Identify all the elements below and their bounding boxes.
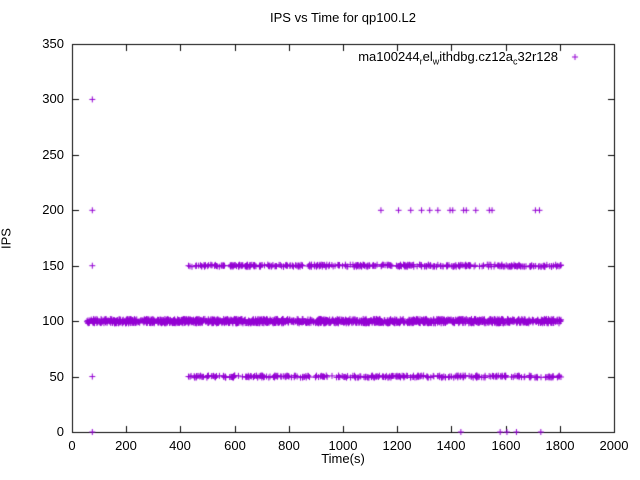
y-tick-label: 200 [42,202,64,217]
y-tick-label: 350 [42,36,64,51]
x-tick-label: 800 [278,438,300,453]
x-tick-label: 600 [224,438,246,453]
x-tick-label: 1600 [491,438,521,453]
legend: ma100244relwithdbg.cz12ac32r128 [358,49,558,67]
y-tick-label: 250 [42,147,64,162]
x-tick-label: 1400 [436,438,466,453]
chart-title: IPS vs Time for qp100.L2 [270,10,416,25]
x-tick-label: 200 [115,438,137,453]
x-tick-label: 1200 [382,438,412,453]
y-axis-label: IPS [0,228,14,249]
x-tick-label: 0 [68,438,76,453]
y-tick-label: 100 [42,313,64,328]
y-tick-label: 50 [49,369,64,384]
x-tick-label: 1800 [545,438,575,453]
y-tick-label: 0 [56,424,64,439]
x-tick-label: 400 [169,438,191,453]
y-tick-label: 150 [42,258,64,273]
x-tick-label: 1000 [328,438,358,453]
x-axis-label: Time(s) [321,451,365,466]
legend-series-label: ma100244relwithdbg.cz12ac32r128 [358,49,558,67]
y-tick-label: 300 [42,91,64,106]
x-tick-label: 2000 [599,438,629,453]
